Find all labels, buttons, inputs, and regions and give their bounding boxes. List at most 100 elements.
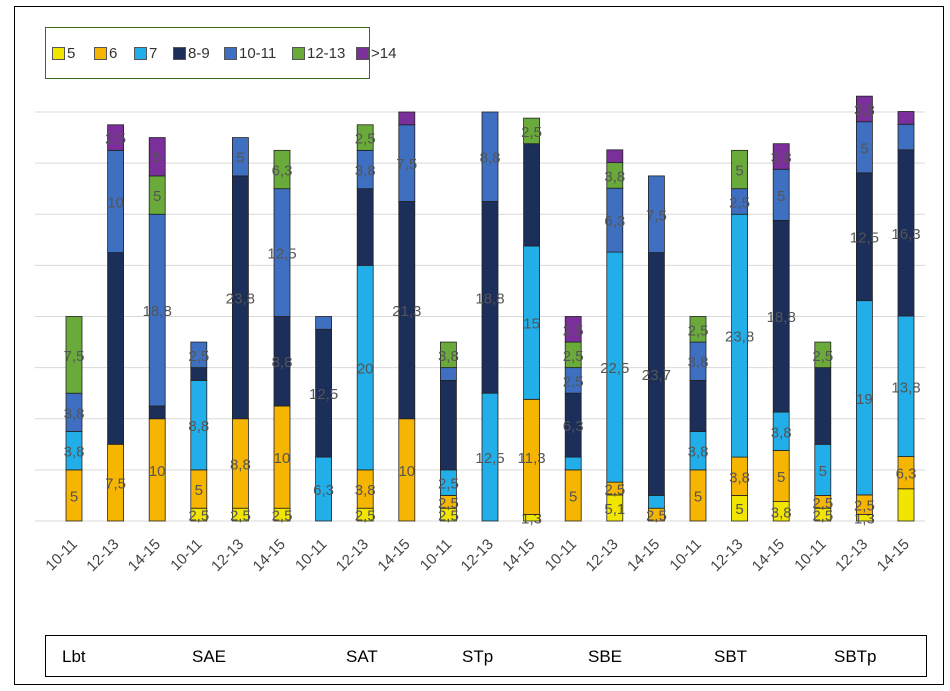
- category-tick-label: 12-13: [582, 536, 621, 575]
- group-label: SBTp: [834, 647, 877, 666]
- data-label: 2,5: [355, 131, 376, 148]
- data-label: 2,5: [563, 348, 584, 365]
- data-label: 2,5: [812, 495, 833, 512]
- group-label: SBT: [714, 647, 748, 666]
- bar-segment: [107, 252, 124, 445]
- category-tick-label: 14-15: [125, 536, 164, 575]
- category-tick-label: 14-15: [749, 536, 788, 575]
- data-label: 8,8: [272, 354, 293, 371]
- data-label: 3,8: [688, 444, 709, 461]
- data-label: 3,8: [64, 444, 85, 461]
- data-label: 3,8: [771, 149, 792, 166]
- data-label: 23,7: [642, 367, 671, 384]
- category-tick-label: 10-11: [42, 536, 80, 574]
- data-label: 15: [523, 316, 540, 333]
- legend-label: 6: [109, 45, 118, 62]
- bar-segment: [689, 316, 707, 343]
- data-label: 5: [777, 469, 785, 486]
- data-label: 13,8: [891, 379, 920, 396]
- category-tick-label: 14-15: [499, 536, 538, 575]
- data-label: 2,5: [438, 508, 459, 525]
- data-label: 20: [357, 361, 374, 378]
- legend-item: 6: [94, 45, 117, 62]
- group-label: Lbt: [62, 647, 86, 666]
- data-label: 3,8: [688, 354, 709, 371]
- data-label: 2,5: [812, 348, 833, 365]
- data-label: 6,3: [896, 466, 917, 483]
- data-label: 12,5: [267, 246, 296, 263]
- group-label: STp: [462, 647, 494, 666]
- data-label: 8,8: [230, 456, 251, 473]
- legend-label: 7: [149, 45, 158, 62]
- data-label: 2,5: [521, 124, 542, 141]
- data-label: 19: [856, 391, 873, 408]
- data-label: 2,5: [188, 508, 209, 525]
- legend-item: >14: [356, 45, 396, 62]
- bar-segment: [814, 341, 832, 369]
- data-label: 12,5: [309, 386, 338, 403]
- bar-segment: [481, 111, 499, 202]
- data-label: 5: [860, 140, 868, 157]
- data-label: 2,5: [604, 482, 625, 499]
- category-tick-label: 10-11: [666, 536, 704, 574]
- data-label: 8,8: [480, 150, 501, 167]
- legend-label: 8-9: [188, 45, 210, 62]
- category-tick-label: 12-13: [208, 536, 247, 575]
- bar-segment: [523, 143, 541, 247]
- data-label: 5: [236, 150, 244, 167]
- bar-segment: [814, 367, 832, 445]
- data-label: 3,8: [355, 482, 376, 499]
- data-label: 2,5: [105, 131, 126, 148]
- bar-segment: [190, 367, 208, 381]
- data-label: 5: [735, 501, 743, 518]
- data-label: 3,8: [604, 168, 625, 185]
- bar-segment: [273, 149, 291, 190]
- data-label: 7,5: [64, 348, 85, 365]
- legend-swatch: [173, 47, 186, 60]
- legend-swatch: [52, 47, 65, 60]
- data-label: 2,5: [812, 508, 833, 525]
- bar-segment: [439, 341, 457, 369]
- legend-label: 12-13: [307, 45, 346, 62]
- legend-label: 10-11: [239, 45, 277, 62]
- bar-segment: [648, 175, 665, 253]
- bar-segment: [231, 137, 249, 177]
- data-label: 18,8: [767, 309, 796, 326]
- data-label: 5: [819, 463, 827, 480]
- bar-segment: [356, 124, 374, 151]
- legend-swatch: [94, 47, 107, 60]
- data-label: 5: [195, 482, 203, 499]
- data-label: 2,5: [854, 498, 875, 515]
- bar-segment: [897, 111, 915, 125]
- bar-segment: [856, 95, 873, 123]
- chart-frame: 5 6 7 8-9 10-11 12-13 >14 5 3,8 3,8 7,5 10-11 7,5 10…: [14, 6, 944, 685]
- bar-segment: [107, 124, 124, 151]
- data-label: 21,3: [392, 303, 421, 320]
- data-label: 3,8: [771, 424, 792, 441]
- data-label: 10: [398, 463, 415, 480]
- category-tick-label: 14-15: [250, 536, 289, 575]
- category-tick-label: 14-15: [624, 536, 663, 575]
- legend-item: 7: [134, 45, 157, 62]
- stacked-bar-chart: 5 3,8 3,8 7,5 10-11 7,5 10 2,5 12-13 10 18,8 5 5 14-1…: [35, 95, 925, 575]
- bar-segment: [689, 380, 707, 432]
- bar-segment: [564, 316, 582, 343]
- group-label: SBE: [588, 647, 623, 666]
- data-label: 5: [777, 188, 785, 205]
- data-label: 16,3: [891, 226, 920, 243]
- category-tick-label: 10-11: [292, 536, 330, 574]
- legend-swatch: [356, 47, 369, 60]
- data-label: 3,8: [355, 163, 376, 180]
- bar-segment: [398, 111, 416, 126]
- data-label: 8,8: [188, 418, 209, 435]
- data-label: 10: [149, 463, 166, 480]
- data-label: 3,8: [438, 348, 459, 365]
- data-label: 2,5: [646, 508, 667, 525]
- data-label: 6,3: [313, 482, 334, 499]
- data-label: 5,1: [604, 501, 625, 518]
- data-label: 5: [153, 188, 161, 205]
- bar-segment: [606, 149, 624, 164]
- data-label: 2,5: [355, 508, 376, 525]
- data-label: 5: [70, 488, 78, 505]
- data-label: 7,5: [646, 207, 667, 224]
